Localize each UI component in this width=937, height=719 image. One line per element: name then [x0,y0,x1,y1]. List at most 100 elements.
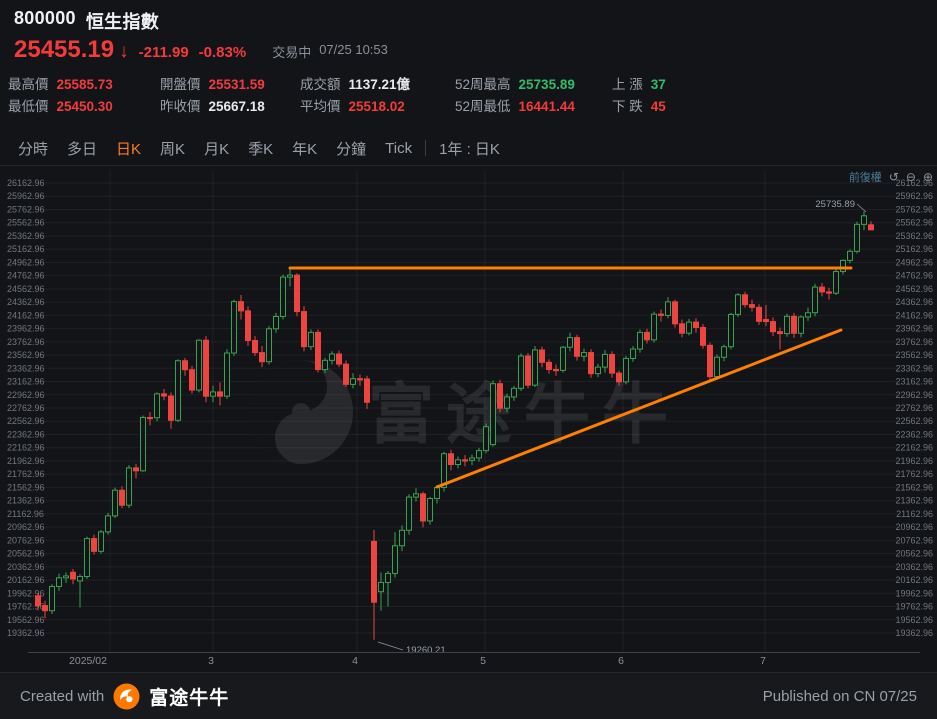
reset-zoom-icon[interactable]: ↺ [888,170,899,184]
stat-9: 下 跌 45 [612,95,666,115]
candle-28 [231,301,237,354]
candle-29 [238,301,244,312]
candle-36 [287,274,293,278]
y-axis-label-left: 22962.96 [7,390,45,400]
y-axis-label-right: 22362.96 [895,429,933,439]
candle-81 [602,353,608,368]
y-axis-label-left: 20962.96 [7,522,45,532]
candle-78 [581,352,587,357]
x-axis-label: 2025/02 [69,655,107,667]
candle-103 [756,306,762,322]
x-axis-label: 5 [480,655,486,667]
candle-102 [749,304,755,308]
stat-value: 25667.18 [208,99,265,114]
candle-54 [413,493,419,498]
candle-46 [357,378,363,381]
y-axis-label-left: 22362.96 [7,429,45,439]
candle-99 [728,313,734,348]
stat-value: 25585.73 [56,77,113,92]
candle-33 [266,328,272,363]
stat-value: 1137.21億 [348,77,411,92]
tab-分鐘[interactable]: 分鐘 [336,140,367,158]
candle-1 [42,605,48,612]
y-axis-label-right: 21562.96 [895,482,933,492]
tab-年K[interactable]: 年K [292,140,318,158]
tab-多日[interactable]: 多日 [67,140,98,158]
stat-value: 45 [650,99,666,114]
price-annotation: 25735.89 [815,199,855,210]
trading-status-label: 交易中 [272,45,312,60]
range-selector[interactable]: 1年 : 日K [439,140,500,158]
candle-79 [588,352,594,375]
candle-93 [686,321,692,334]
candle-41 [322,359,328,371]
candle-118 [861,215,867,225]
y-axis-label-right: 22762.96 [895,403,933,413]
stat-value: 25531.59 [208,77,265,92]
candle-15 [140,416,146,472]
adjust-mode-button[interactable]: 前復權 [848,172,882,184]
y-axis-label-left: 23362.96 [7,363,45,373]
y-axis-label-left: 25362.96 [7,231,45,241]
y-axis-label-right: 19362.96 [895,628,933,638]
y-axis-label-right: 19562.96 [895,615,933,625]
candlestick-chart[interactable]: 26162.96 26162.96 25962.96 25962.96 25762.96… [0,168,937,672]
y-axis-label-right: 24562.96 [895,284,933,294]
tab-日K[interactable]: 日K [116,140,142,158]
tab-Tick[interactable]: Tick [385,139,413,157]
stat-value: 25518.02 [348,99,405,114]
y-axis-label-right: 24362.96 [895,297,933,307]
candle-96 [707,344,713,378]
futu-logo-icon [113,683,140,709]
candle-80 [595,366,601,375]
tab-月K[interactable]: 月K [204,140,230,158]
x-axis-label: 4 [352,655,358,667]
candle-23 [196,339,202,391]
candle-94 [693,321,699,328]
candle-75 [560,346,566,371]
chart-toolbar: 前復權 ↺ ⊖ ⊕ [849,169,933,185]
candle-12 [119,489,125,506]
y-axis-label-left: 24362.96 [7,297,45,307]
y-axis-label-left: 26162.96 [7,178,45,188]
candle-115 [840,259,846,273]
y-axis-label-right: 21962.96 [895,456,933,466]
candle-9 [98,531,104,552]
candle-100 [735,294,741,315]
drawn-ascending-support[interactable] [435,328,843,489]
candle-74 [553,368,559,372]
stat-value: 25735.89 [518,77,575,92]
y-axis-label-right: 22162.96 [895,443,933,453]
y-axis-label-right: 26162.96 [895,178,933,188]
candle-24 [203,339,209,397]
y-axis-label-left: 22762.96 [7,403,45,413]
y-axis-label-right: 21362.96 [895,496,933,506]
price-change-percent: -0.83% [198,44,247,61]
candle-45 [350,378,356,385]
stat-label: 最高價 [8,77,49,92]
candle-95 [700,326,706,346]
candle-59 [448,453,454,466]
tab-季K[interactable]: 季K [248,140,274,158]
brand-name: 富途牛牛 [149,687,230,709]
candle-25 [210,391,216,397]
zoom-out-icon[interactable]: ⊖ [905,170,916,184]
y-axis-label-left: 23162.96 [7,377,45,387]
y-axis-label-left: 20762.96 [7,535,45,545]
y-axis-label-left: 19762.96 [7,602,45,612]
tab-分時[interactable]: 分時 [18,140,49,158]
candle-14 [133,467,139,472]
quote-stats-grid: 最高價 25585.73 開盤價 25531.59 成交額 1137.21億 52周最高 25… [8,72,666,116]
tab-周K[interactable]: 周K [160,140,186,158]
candle-85 [630,348,636,359]
candle-30 [245,310,251,341]
y-axis-label-right: 23562.96 [895,350,933,360]
price-change: -211.99 [138,44,189,61]
zoom-in-icon[interactable]: ⊕ [922,170,933,184]
y-axis-label-right: 23762.96 [895,337,933,347]
y-axis-label-right: 24762.96 [895,271,933,281]
candle-67 [504,396,510,409]
candle-0 [35,595,41,607]
quote-timestamp: 07/25 10:53 [319,42,388,57]
